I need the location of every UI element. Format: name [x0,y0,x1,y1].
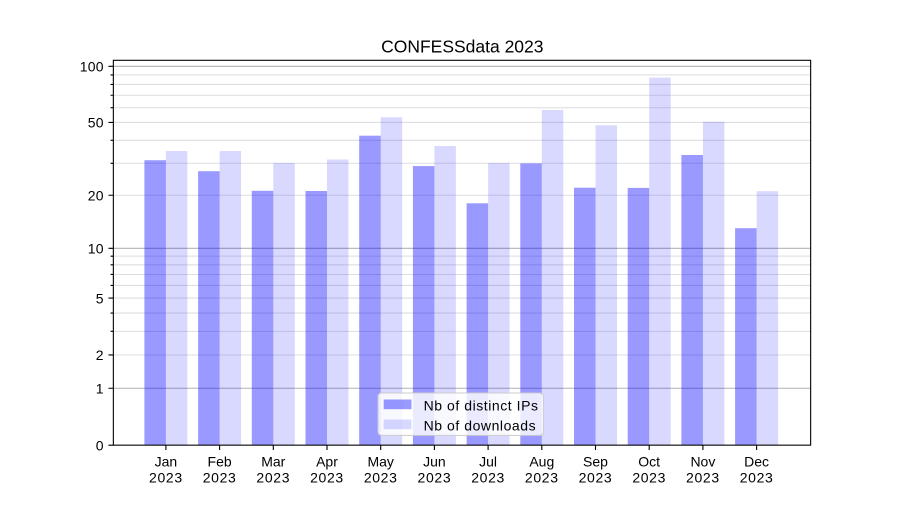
svg-text:0: 0 [96,437,104,453]
svg-text:50: 50 [88,115,104,131]
svg-text:Jul: Jul [479,454,497,470]
svg-text:Apr: Apr [316,454,338,470]
svg-text:Mar: Mar [261,454,285,470]
svg-text:2023: 2023 [203,469,237,485]
svg-text:2023: 2023 [686,469,720,485]
svg-text:Dec: Dec [744,454,769,470]
svg-text:Nb of distinct IPs: Nb of distinct IPs [424,397,539,413]
svg-text:Aug: Aug [529,454,554,470]
svg-text:2023: 2023 [310,469,344,485]
svg-text:2023: 2023 [579,469,613,485]
svg-text:May: May [367,454,393,470]
svg-text:2023: 2023 [471,469,505,485]
svg-text:2023: 2023 [740,469,774,485]
svg-text:CONFESSdata 2023: CONFESSdata 2023 [381,36,543,56]
svg-text:Jun: Jun [423,454,446,470]
svg-text:10: 10 [88,241,104,257]
svg-text:2023: 2023 [364,469,398,485]
svg-text:100: 100 [80,59,104,75]
svg-text:Oct: Oct [638,454,660,470]
svg-text:2023: 2023 [632,469,666,485]
svg-text:Feb: Feb [208,454,232,470]
svg-text:1: 1 [96,381,104,397]
svg-text:5: 5 [96,290,104,306]
svg-text:Nov: Nov [690,454,715,470]
svg-text:2023: 2023 [525,469,559,485]
svg-text:2023: 2023 [256,469,290,485]
svg-text:Jan: Jan [155,454,178,470]
svg-text:2023: 2023 [149,469,183,485]
svg-text:20: 20 [88,188,104,204]
svg-text:2023: 2023 [418,469,452,485]
svg-text:Sep: Sep [583,454,608,470]
svg-text:Nb of downloads: Nb of downloads [424,417,537,433]
svg-text:2: 2 [96,347,104,363]
